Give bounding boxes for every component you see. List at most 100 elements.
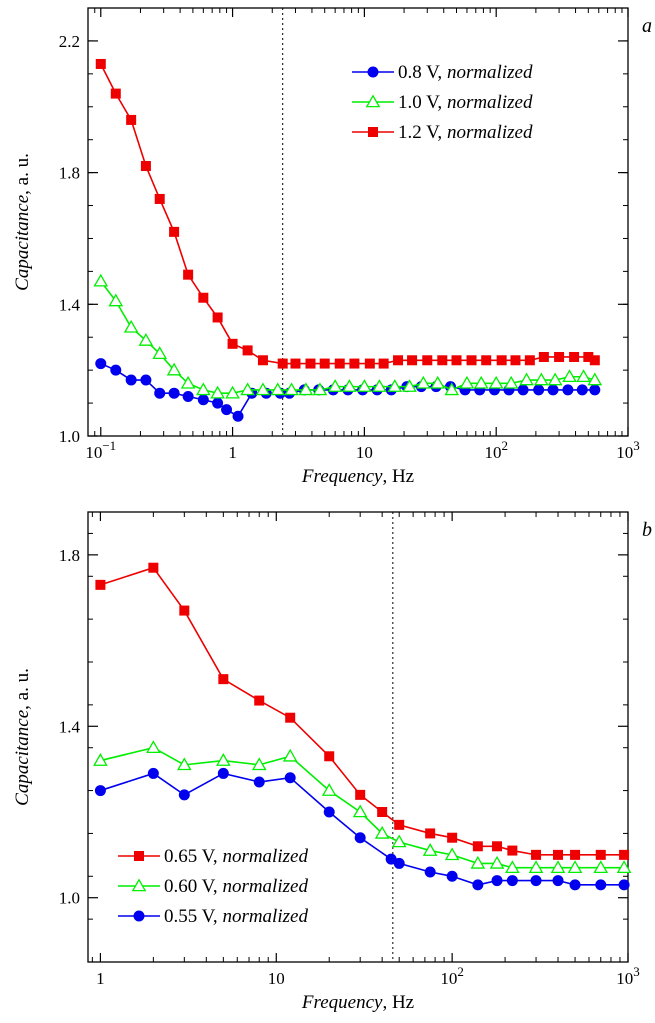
- x-tick-label: 103: [616, 964, 640, 988]
- y-tick-label: 2.2: [59, 32, 80, 51]
- data-point: [492, 841, 503, 852]
- data-point: [284, 772, 296, 784]
- data-point: [342, 379, 357, 392]
- data-point: [374, 825, 390, 839]
- legend-entry: 1.2 V, normalized: [398, 122, 533, 143]
- y-axis-title: Capacitance, a. u.: [12, 153, 33, 291]
- x-tick-label: 1: [228, 443, 237, 462]
- data-point: [570, 849, 581, 860]
- data-point: [444, 847, 460, 861]
- data-point: [198, 292, 209, 303]
- data-point: [547, 384, 559, 396]
- data-point: [257, 355, 268, 366]
- data-point: [595, 879, 607, 891]
- legend-marker: [365, 94, 381, 108]
- data-point: [378, 358, 389, 369]
- data-point: [254, 695, 265, 706]
- data-point: [576, 369, 591, 383]
- data-point: [503, 375, 519, 389]
- data-point: [285, 712, 296, 723]
- data-point: [357, 379, 372, 392]
- data-point: [547, 372, 563, 386]
- x-axis-title: Frequency, Hz: [301, 992, 414, 1013]
- data-point: [430, 375, 446, 389]
- data-point: [402, 379, 417, 392]
- data-point: [277, 358, 288, 369]
- data-point: [282, 748, 298, 762]
- data-point: [108, 293, 124, 307]
- data-point: [183, 269, 194, 280]
- data-point: [488, 375, 504, 389]
- data-point: [510, 355, 521, 366]
- x-tick-label: 103: [616, 438, 640, 462]
- data-point: [517, 384, 529, 396]
- data-point: [221, 404, 233, 416]
- data-point: [534, 372, 549, 386]
- data-point: [126, 114, 137, 125]
- data-point: [284, 382, 299, 396]
- data-point: [422, 355, 433, 366]
- data-point: [146, 740, 161, 754]
- x-tick-label: 10−1: [85, 438, 116, 462]
- data-point: [593, 860, 609, 874]
- data-point: [507, 845, 518, 856]
- data-point: [138, 333, 154, 346]
- data-point: [312, 382, 328, 396]
- data-point: [595, 849, 606, 860]
- y-tick-label: 1.0: [59, 889, 80, 908]
- legend-entry: 0.8 V, normalized: [398, 62, 533, 83]
- data-point: [210, 385, 225, 399]
- data-point: [94, 785, 106, 797]
- data-point: [140, 374, 152, 386]
- data-point: [519, 372, 534, 386]
- data-point: [305, 358, 316, 369]
- data-point: [212, 397, 224, 409]
- data-point: [110, 364, 122, 376]
- data-point: [387, 379, 403, 392]
- x-tick-label: 102: [440, 964, 464, 988]
- legend-marker: [367, 66, 379, 78]
- data-point: [451, 355, 462, 366]
- legend-entry: 0.60 V, normalized: [164, 876, 308, 897]
- legend-entry: 0.65 V, normalized: [164, 846, 308, 867]
- data-point: [179, 605, 190, 616]
- y-tick-label: 1.8: [59, 546, 80, 565]
- data-point: [319, 358, 330, 369]
- data-point: [334, 358, 345, 369]
- data-point: [227, 338, 238, 349]
- data-point: [459, 375, 475, 389]
- data-point: [470, 855, 486, 869]
- data-point: [553, 849, 564, 860]
- data-point: [177, 757, 192, 771]
- data-point: [472, 879, 484, 891]
- data-point: [446, 870, 458, 882]
- data-point: [489, 855, 505, 869]
- data-point: [567, 860, 583, 874]
- y-tick-label: 1.4: [59, 717, 81, 736]
- data-point: [569, 351, 580, 362]
- data-point: [217, 767, 229, 779]
- data-point: [416, 375, 431, 389]
- data-point: [524, 355, 535, 366]
- data-point: [242, 345, 253, 356]
- data-point: [93, 273, 109, 287]
- data-point: [530, 875, 542, 887]
- y-tick-label: 1.4: [59, 295, 81, 314]
- data-point: [589, 384, 601, 396]
- data-point: [618, 879, 630, 891]
- data-point: [466, 355, 477, 366]
- series-line: [100, 280, 596, 395]
- data-point: [180, 375, 196, 389]
- data-point: [251, 757, 267, 771]
- legend-marker: [134, 851, 144, 861]
- data-point: [444, 382, 460, 396]
- data-point: [225, 385, 240, 399]
- data-point: [364, 358, 375, 369]
- data-point: [505, 860, 520, 874]
- legend-entry: 0.55 V, normalized: [164, 906, 308, 927]
- data-point: [552, 875, 564, 887]
- data-point: [496, 355, 507, 366]
- data-point: [321, 783, 337, 796]
- data-point: [377, 807, 388, 817]
